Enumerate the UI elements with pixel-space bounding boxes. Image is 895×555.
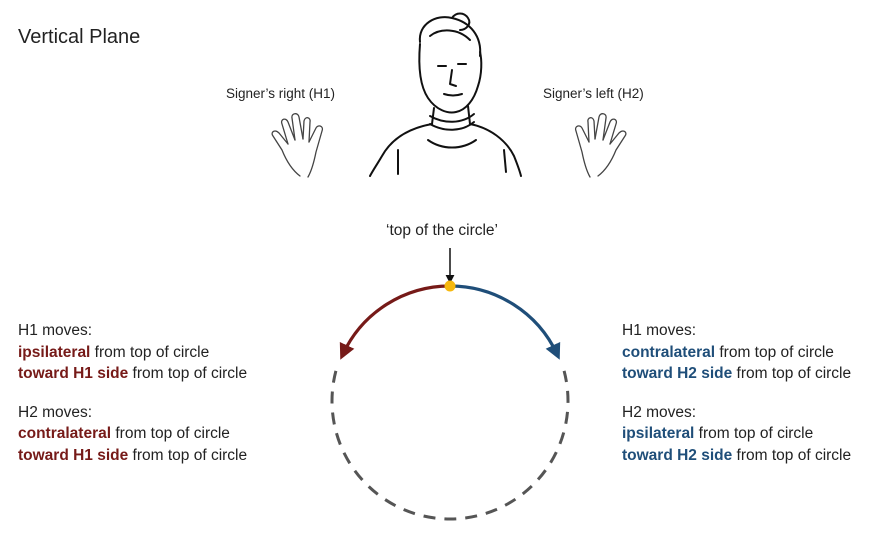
dashed-circle-arc bbox=[330, 370, 570, 521]
right-h2-line2-rest: from top of circle bbox=[732, 446, 852, 464]
left-h1-line2-emph: toward H1 side bbox=[18, 365, 129, 382]
signer-left-label: Signer’s left (H2) bbox=[543, 86, 644, 101]
top-dot bbox=[444, 280, 456, 292]
left-hand-icon bbox=[271, 113, 324, 178]
right-h1-line2: toward H2 side from top of circle bbox=[622, 363, 851, 385]
left-h2-line1-rest: from top of circle bbox=[111, 425, 230, 442]
red-arrow-arc bbox=[339, 284, 451, 360]
left-h2-line2: toward H1 side from top of circle bbox=[18, 445, 247, 467]
right-panel: H1 moves: contralateral from top of circ… bbox=[622, 320, 851, 466]
left-panel: H1 moves: ipsilateral from top of circle… bbox=[18, 320, 247, 466]
right-h1-line1-rest: from top of circle bbox=[715, 343, 834, 361]
left-h2-line1: contralateral from top of circle bbox=[18, 423, 247, 445]
top-of-circle-label: ‘top of the circle’ bbox=[386, 222, 498, 239]
left-h1-line1: ipsilateral from top of circle bbox=[18, 342, 247, 364]
right-h2-line2: toward H2 side from top of circle bbox=[622, 445, 851, 467]
right-h1-line1-emph: contralateral bbox=[622, 343, 716, 361]
left-h1-line2: toward H1 side from top of circle bbox=[18, 363, 247, 385]
right-hand-icon bbox=[574, 113, 627, 178]
right-h1-heading: H1 moves: bbox=[622, 322, 697, 339]
right-h2-line1: ipsilateral from top of circle bbox=[622, 423, 851, 445]
blue-arrow-arc bbox=[449, 284, 561, 360]
right-h1-line1: contralateral from top of circle bbox=[622, 342, 851, 364]
right-h2-line2-emph: toward H2 side bbox=[622, 446, 733, 464]
left-h1-line2-rest: from top of circle bbox=[128, 365, 248, 382]
right-h2-line1-rest: from top of circle bbox=[694, 425, 814, 442]
left-h2-line2-rest: from top of circle bbox=[128, 446, 248, 464]
signer-illustration bbox=[369, 12, 522, 177]
left-h2-line2-emph: toward H1 side bbox=[18, 446, 129, 464]
right-h2-heading: H2 moves: bbox=[622, 403, 697, 421]
left-h1-line1-rest: from top of circle bbox=[90, 343, 210, 361]
left-h1-heading: H1 moves: bbox=[18, 322, 93, 339]
left-h2-heading: H2 moves: bbox=[18, 403, 93, 421]
right-h1-line2-rest: from top of circle bbox=[732, 365, 852, 382]
right-h1-line2-emph: toward H2 side bbox=[622, 365, 733, 382]
left-h2-line1-emph: contralateral bbox=[18, 425, 112, 442]
left-h1-line1-emph: ipsilateral bbox=[18, 343, 91, 361]
right-h2-line1-emph: ipsilateral bbox=[622, 425, 695, 442]
signer-right-label: Signer’s right (H1) bbox=[226, 86, 336, 101]
page-title: Vertical Plane bbox=[18, 26, 141, 48]
